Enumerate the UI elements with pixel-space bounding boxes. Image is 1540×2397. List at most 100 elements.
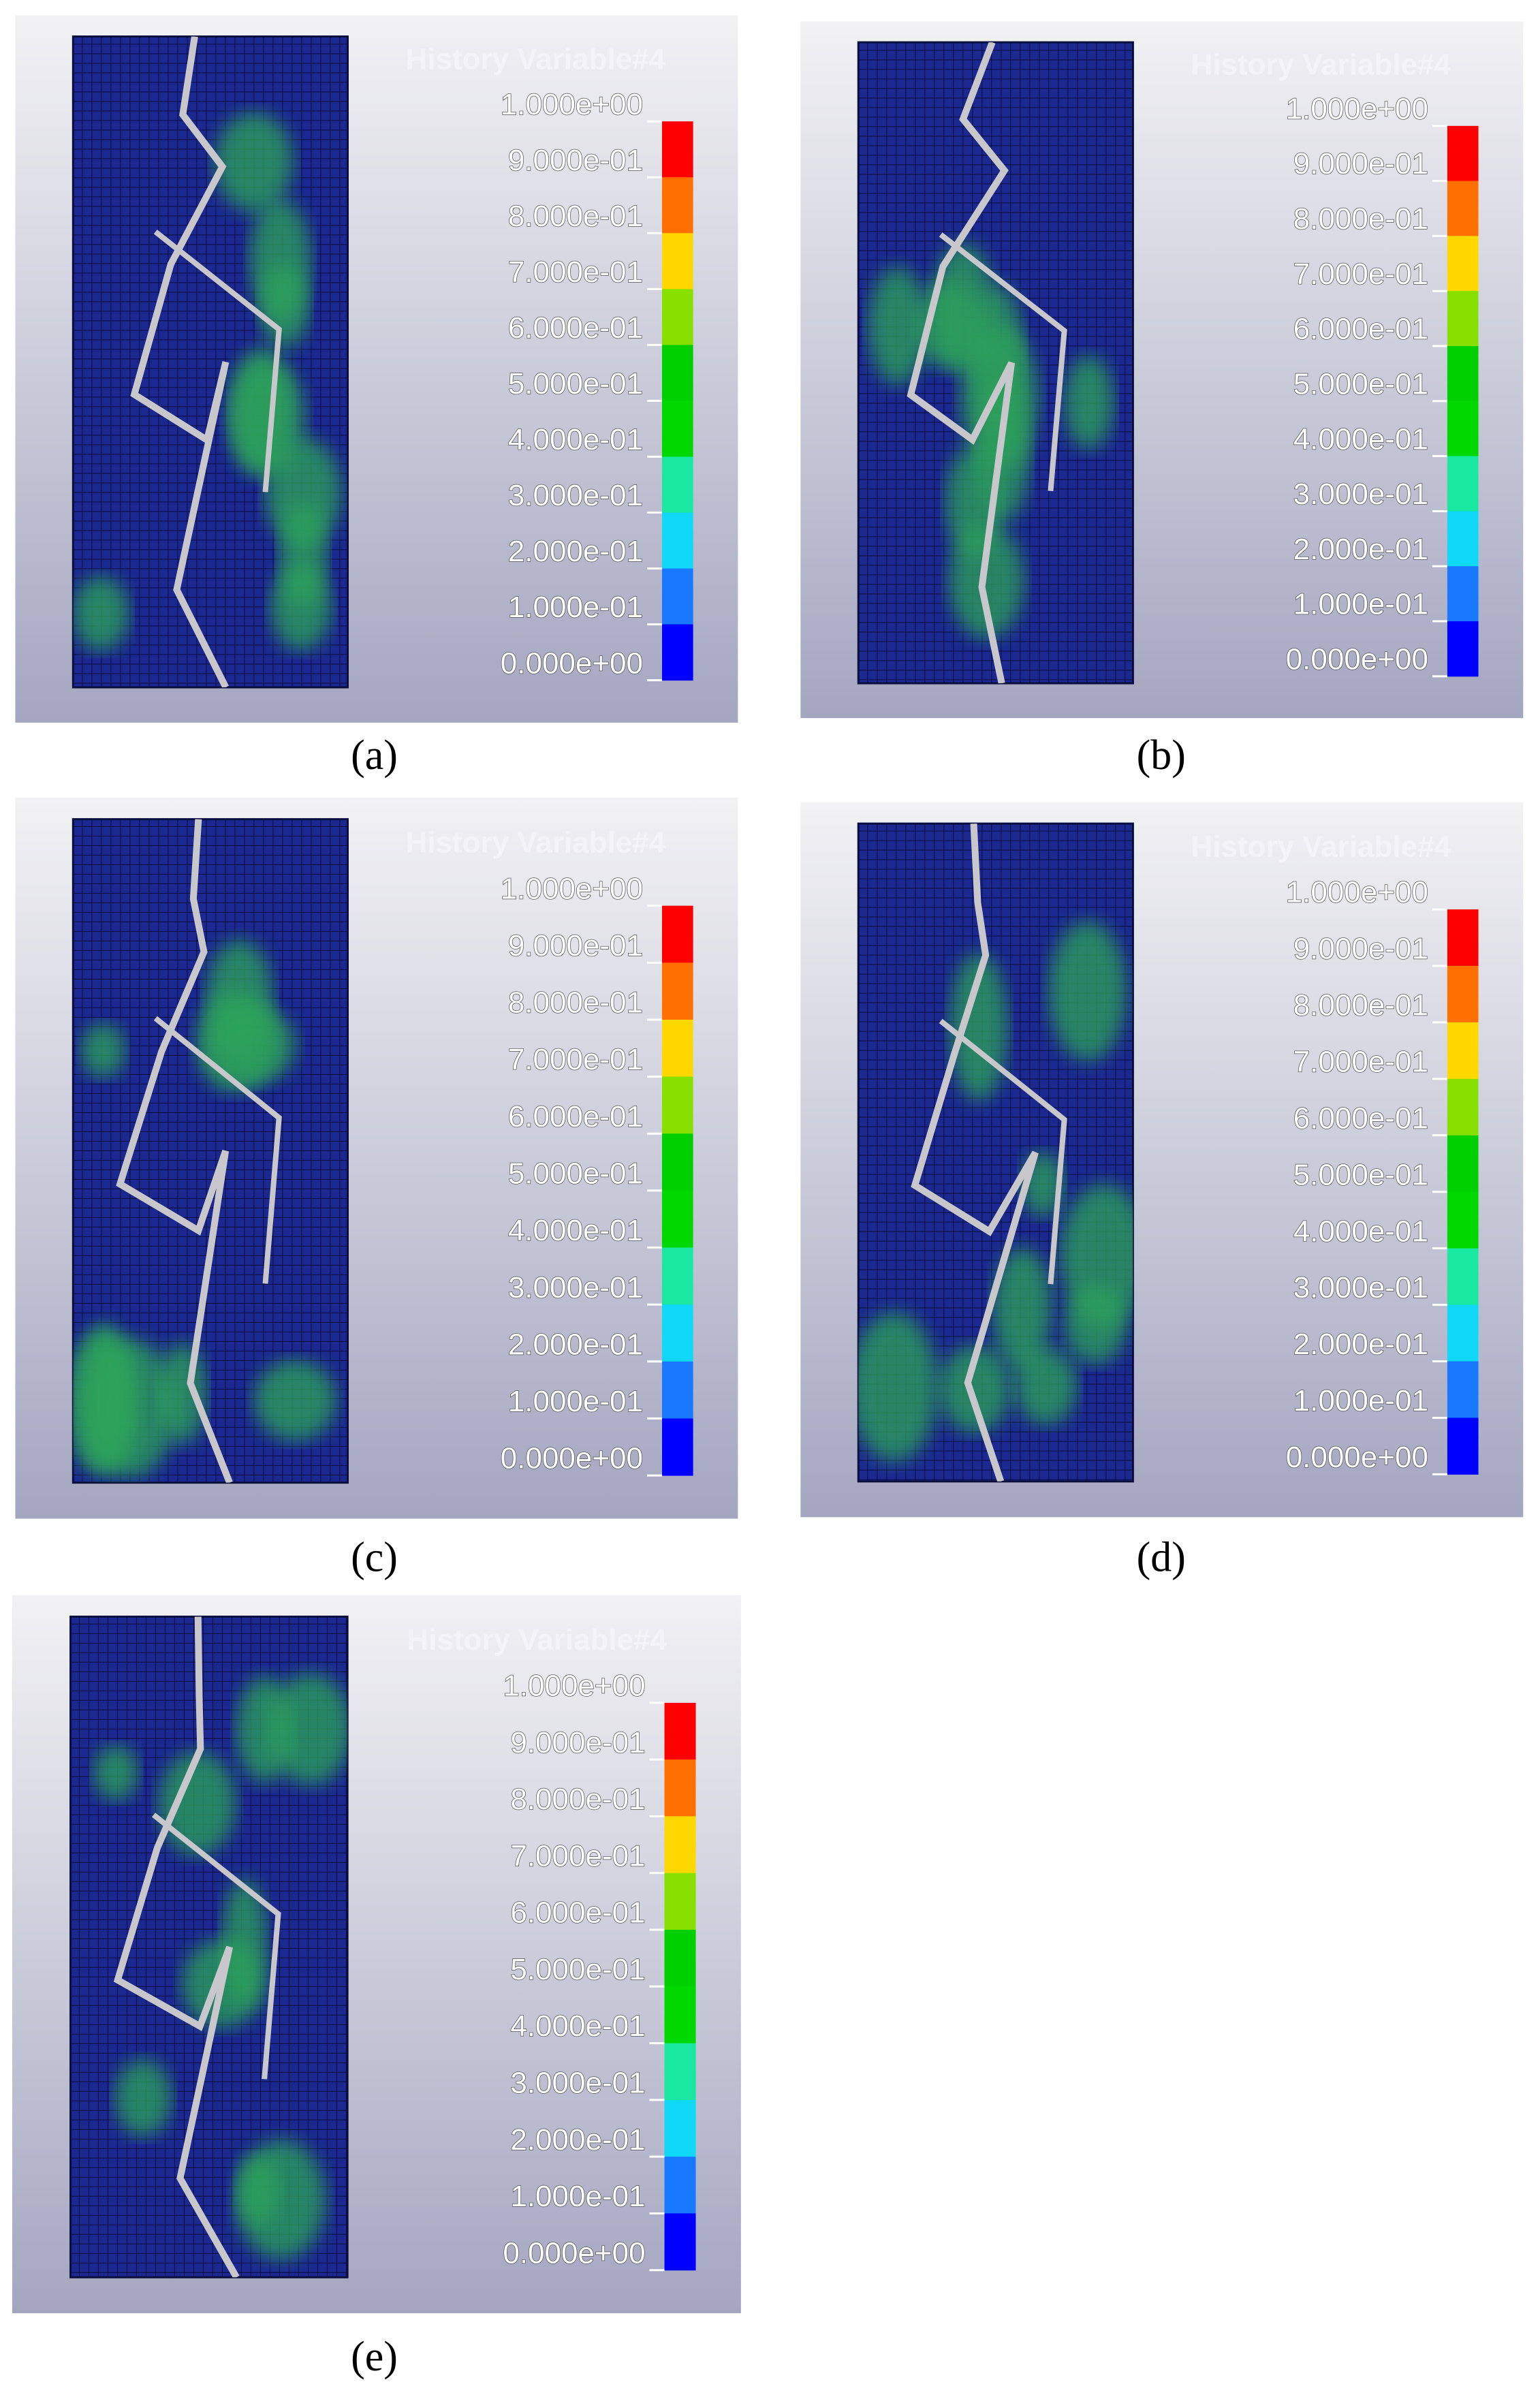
damage-blob bbox=[1048, 921, 1127, 1061]
colorbar-band bbox=[664, 2043, 696, 2101]
colorbar-band bbox=[661, 401, 693, 457]
colorbar-label: 6.000e-01 bbox=[1293, 1101, 1428, 1135]
colorbar-label: 4.000e-01 bbox=[508, 423, 643, 456]
colorbar-band bbox=[1447, 291, 1479, 347]
colorbar-band bbox=[1447, 1078, 1479, 1136]
colorbar-band bbox=[661, 512, 693, 569]
damage-blob bbox=[253, 1360, 336, 1441]
damage-blob bbox=[114, 2059, 172, 2137]
colorbar-band bbox=[661, 568, 693, 625]
colorbar-label: 5.000e-01 bbox=[510, 1953, 645, 1986]
colorbar-band bbox=[661, 1019, 693, 1078]
colorbar-band bbox=[1447, 456, 1479, 512]
crack bbox=[907, 42, 1016, 684]
colorbar-title: History Variable#4 bbox=[407, 1623, 667, 1657]
colorbar-label: 6.000e-01 bbox=[508, 311, 643, 345]
colorbar-label: 2.000e-01 bbox=[508, 1328, 643, 1361]
damage-blob bbox=[265, 437, 342, 548]
colorbar-band bbox=[661, 121, 693, 178]
colorbar-label: 9.000e-01 bbox=[1293, 933, 1428, 966]
colorbar-band bbox=[1447, 1191, 1479, 1249]
panel: History Variable#4 1.000e+00 9.000e-01 8.00… bbox=[800, 802, 1524, 1518]
colorbar-label: 6.000e-01 bbox=[510, 1896, 645, 1930]
colorbar-band bbox=[1447, 346, 1479, 402]
colorbar-band bbox=[661, 624, 693, 681]
damage-zones bbox=[73, 36, 342, 688]
panel-label: (d) bbox=[1137, 1535, 1186, 1581]
colorbar-label: 0.000e+00 bbox=[501, 646, 643, 680]
colorbar-band bbox=[661, 1418, 693, 1476]
colorbar-label: 0.000e+00 bbox=[1286, 642, 1428, 676]
damage-blob bbox=[79, 1323, 131, 1470]
crack bbox=[152, 1813, 281, 2080]
colorbar-label: 2.000e-01 bbox=[510, 2123, 645, 2157]
crack bbox=[130, 36, 230, 688]
colorbar-band bbox=[1447, 401, 1479, 457]
damage-blob bbox=[269, 1673, 348, 1785]
panel: History Variable#4 1.000e+00 9.000e-01 8.00… bbox=[12, 1595, 741, 2313]
colorbar-band bbox=[661, 1304, 693, 1362]
colorbar-label: 5.000e-01 bbox=[1293, 1158, 1428, 1191]
panel-label: (e) bbox=[351, 2334, 398, 2380]
colorbar-label: 1.000e+00 bbox=[503, 1670, 645, 1703]
colorbar-label: 0.000e+00 bbox=[501, 1442, 643, 1475]
colorbar-label: 1.000e-01 bbox=[1293, 588, 1428, 621]
panel: History Variable#4 1.000e+00 9.000e-01 8.00… bbox=[15, 15, 738, 723]
colorbar-band bbox=[661, 1133, 693, 1191]
damage-blob bbox=[939, 1345, 1011, 1433]
colorbar-title: History Variable#4 bbox=[406, 826, 666, 859]
colorbar-band bbox=[661, 345, 693, 401]
damage-zones bbox=[868, 42, 1114, 684]
panel-label: (c) bbox=[351, 1535, 398, 1581]
colorbar-label: 7.000e-01 bbox=[508, 255, 643, 289]
damage-blob bbox=[215, 112, 294, 212]
colorbar-label: 4.000e-01 bbox=[1293, 1215, 1428, 1248]
colorbar-band bbox=[664, 1873, 696, 1930]
colorbar-label: 3.000e-01 bbox=[1293, 477, 1428, 511]
colorbar-label: 4.000e-01 bbox=[510, 2009, 645, 2043]
damage-blob bbox=[1064, 356, 1114, 450]
colorbar-label: 1.000e+00 bbox=[1286, 876, 1428, 909]
colorbar-label: 5.000e-01 bbox=[1293, 367, 1428, 401]
panel: History Variable#4 1.000e+00 9.000e-01 8.00… bbox=[15, 797, 738, 1519]
colorbar-label: 6.000e-01 bbox=[508, 1100, 643, 1133]
colorbar-band bbox=[664, 2213, 696, 2271]
colorbar-label: 9.000e-01 bbox=[510, 1726, 645, 1759]
colorbar-label: 8.000e-01 bbox=[508, 986, 643, 1020]
colorbar-label: 1.000e-01 bbox=[508, 591, 643, 624]
colorbar-title: History Variable#4 bbox=[406, 43, 666, 76]
colorbar-label: 2.000e-01 bbox=[1293, 533, 1428, 566]
colorbar-label: 1.000e+00 bbox=[501, 872, 643, 905]
colorbar-band bbox=[1447, 511, 1479, 567]
colorbar-band bbox=[664, 2157, 696, 2214]
colorbar-label: 0.000e+00 bbox=[1286, 1441, 1428, 1474]
colorbar-label: 4.000e-01 bbox=[508, 1214, 643, 1247]
crack bbox=[116, 819, 233, 1483]
colorbar-band bbox=[664, 1930, 696, 1987]
colorbar-band bbox=[661, 905, 693, 963]
colorbar-label: 8.000e-01 bbox=[1293, 202, 1428, 236]
damage-zones bbox=[858, 824, 1133, 1482]
damage-blob bbox=[868, 266, 928, 385]
colorbar-band bbox=[661, 1361, 693, 1419]
colorbar-band bbox=[1447, 236, 1479, 292]
colorbar-band bbox=[1447, 1248, 1479, 1306]
colorbar-band bbox=[661, 1076, 693, 1134]
colorbar-band bbox=[661, 1247, 693, 1305]
colorbar-label: 6.000e-01 bbox=[1293, 313, 1428, 346]
colorbar-label: 2.000e-01 bbox=[1293, 1328, 1428, 1361]
colorbar-label: 8.000e-01 bbox=[510, 1783, 645, 1816]
crack bbox=[939, 232, 1067, 492]
colorbar-band bbox=[664, 1816, 696, 1874]
colorbar-band bbox=[661, 962, 693, 1020]
damage-blob bbox=[221, 1878, 267, 2007]
panel-label: (a) bbox=[351, 732, 398, 779]
colorbar-band bbox=[1447, 125, 1479, 182]
damage-zones bbox=[93, 1616, 348, 2278]
crack bbox=[153, 230, 282, 492]
crack bbox=[113, 1616, 240, 2278]
panel: History Variable#4 1.000e+00 9.000e-01 8.00… bbox=[800, 21, 1524, 719]
colorbar-label: 8.000e-01 bbox=[508, 200, 643, 233]
colorbar-band bbox=[664, 2099, 696, 2157]
